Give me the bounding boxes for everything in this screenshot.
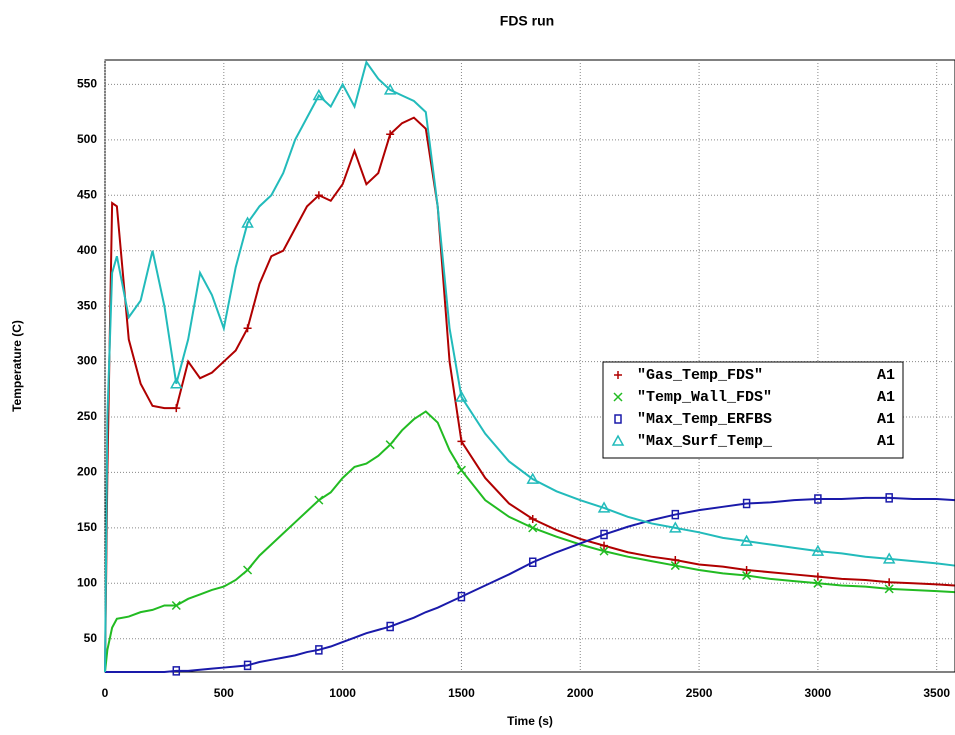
data-marker (600, 529, 608, 540)
y-tick-label: 400 (77, 243, 97, 257)
y-tick-label: 50 (84, 631, 98, 645)
data-marker (457, 591, 466, 602)
data-marker (884, 584, 894, 594)
data-marker (599, 546, 609, 556)
data-marker (671, 556, 680, 565)
legend-tag: A1 (877, 389, 895, 406)
x-tick-label: 2000 (567, 686, 594, 700)
data-marker (314, 191, 323, 200)
data-marker (315, 645, 323, 655)
data-marker (385, 440, 395, 450)
legend-label: "Temp_Wall_FDS" (637, 389, 772, 406)
data-marker (528, 557, 537, 567)
data-marker (457, 437, 466, 446)
data-marker (314, 495, 324, 505)
legend-marker (614, 414, 622, 424)
x-axis-label: Time (s) (507, 714, 553, 728)
y-tick-label: 450 (77, 187, 97, 201)
data-marker (528, 515, 537, 523)
legend-tag: A1 (877, 433, 895, 450)
data-marker (597, 501, 611, 513)
y-axis-label: Temperature (C) (10, 320, 24, 412)
y-tick-label: 300 (77, 354, 97, 368)
legend-label: "Max_Temp_ERFBS (637, 411, 772, 428)
data-marker (600, 541, 609, 550)
legend-marker (613, 392, 623, 402)
x-tick-label: 3000 (805, 686, 832, 700)
data-marker (456, 465, 466, 475)
x-tick-label: 1500 (448, 686, 475, 700)
x-tick-label: 2500 (686, 686, 713, 700)
y-tick-label: 500 (77, 132, 97, 146)
series-line (104, 410, 955, 673)
data-marker (243, 324, 252, 333)
data-marker (528, 523, 538, 533)
x-tick-label: 1000 (329, 686, 356, 700)
data-marker (170, 377, 183, 389)
data-marker (241, 216, 254, 228)
x-tick-label: 0 (102, 686, 109, 700)
x-tick-label: 3500 (923, 686, 950, 700)
data-marker (243, 565, 253, 575)
legend-box (602, 361, 904, 459)
y-tick-label: 350 (77, 298, 97, 312)
data-marker (172, 666, 181, 676)
data-marker (814, 494, 822, 504)
data-marker (742, 498, 751, 509)
y-tick-label: 100 (77, 575, 97, 589)
legend-label: "Max_Surf_Temp_ (637, 433, 773, 450)
legend-marker (614, 371, 622, 379)
data-marker (813, 572, 822, 581)
legend-tag: A1 (877, 367, 895, 384)
data-marker (669, 521, 682, 533)
data-marker (740, 534, 753, 546)
series-line (105, 496, 955, 673)
data-marker (171, 600, 181, 611)
data-marker (742, 571, 752, 581)
data-marker (386, 130, 395, 139)
y-tick-label: 150 (77, 520, 97, 534)
data-marker (742, 566, 751, 574)
series-line (104, 59, 955, 673)
data-marker (811, 544, 825, 556)
data-marker (813, 578, 823, 588)
chart-title: FDS run (500, 13, 554, 29)
data-marker (172, 404, 181, 413)
data-marker (885, 493, 893, 503)
data-marker (455, 390, 468, 402)
y-tick-label: 200 (77, 465, 97, 479)
data-marker (243, 660, 252, 671)
data-marker (526, 472, 540, 484)
y-tick-label: 250 (77, 409, 97, 423)
data-marker (312, 88, 326, 101)
data-marker (386, 621, 394, 632)
legend-marker (611, 434, 625, 446)
data-marker (882, 552, 896, 564)
legend-label: "Gas_Temp_FDS" (637, 367, 763, 384)
data-marker (670, 561, 680, 571)
x-tick-label: 500 (214, 686, 234, 700)
data-marker (885, 578, 894, 587)
data-marker (671, 509, 680, 520)
data-marker (383, 83, 397, 95)
y-tick-label: 550 (77, 77, 97, 91)
legend-tag: A1 (877, 411, 895, 428)
